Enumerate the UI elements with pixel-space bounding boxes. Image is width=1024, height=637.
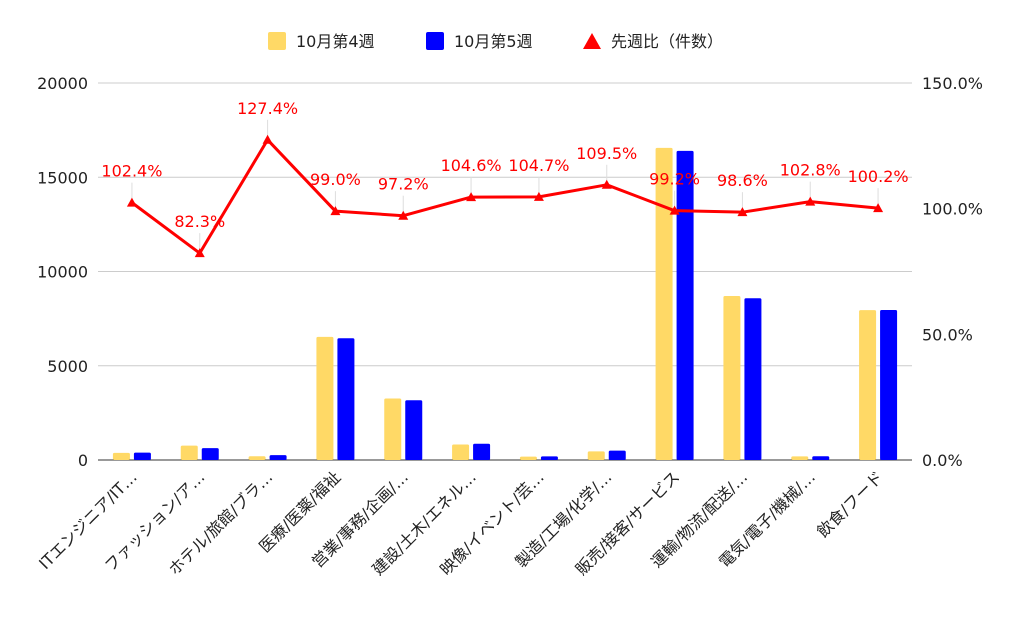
- bar-week5: [133, 452, 151, 460]
- bar-week5: [676, 150, 694, 461]
- ratio-data-label: 104.6%: [441, 156, 502, 175]
- legend-label: 10月第4週: [296, 32, 375, 51]
- y-right-tick-label: 100.0%: [922, 200, 983, 219]
- legend-swatch: [268, 32, 286, 50]
- ratio-point: [330, 206, 341, 216]
- ratio-point: [194, 248, 205, 258]
- ratio-data-label: 127.4%: [237, 99, 298, 118]
- legend-label: 先週比（件数）: [611, 32, 723, 51]
- ratio-point: [873, 203, 884, 213]
- ratio-data-label: 102.4%: [101, 162, 162, 181]
- bar-week4: [180, 445, 198, 460]
- y-left-tick-label: 0: [78, 451, 88, 470]
- bar-week5: [744, 298, 762, 460]
- bar-week4: [316, 336, 334, 460]
- bar-week5: [812, 456, 830, 460]
- y-left-tick-label: 20000: [37, 74, 88, 93]
- x-axis-labels: ITエンジニア/IT…ファッション/ア…ホテル/旅館/ブラ…医療/医薬/福祉営業…: [35, 467, 887, 579]
- bar-week4: [655, 147, 673, 460]
- y-left-tick-label: 15000: [37, 168, 88, 187]
- ratio-point: [466, 192, 477, 202]
- ratio-point: [262, 134, 273, 144]
- ratio-point: [126, 197, 137, 207]
- bar-week5: [473, 443, 491, 460]
- ratio-data-label: 102.8%: [780, 161, 841, 180]
- y-left-tick-label: 5000: [47, 357, 88, 376]
- y-left-tick-label: 10000: [37, 263, 88, 282]
- ratio-line-series: 102.4% 82.3% 127.4% 99.0% 97.2% 104.6% 104.7% 1…: [101, 99, 909, 258]
- ratio-data-label: 100.2%: [848, 167, 909, 186]
- ratio-data-label: 98.6%: [717, 171, 768, 190]
- y-axis-left: 0 5000 10000 15000 20000: [37, 74, 88, 470]
- ratio-data-label: 82.3%: [174, 212, 225, 231]
- ratio-point: [601, 179, 612, 189]
- legend-label: 10月第5週: [454, 32, 533, 51]
- legend-swatch: [583, 33, 601, 49]
- y-axis-right: 0.0% 50.0% 100.0% 150.0%: [922, 74, 983, 470]
- bar-week4: [519, 456, 537, 460]
- y-right-tick-label: 50.0%: [922, 325, 973, 344]
- ratio-point: [533, 191, 544, 201]
- bar-week5: [201, 448, 219, 460]
- legend: 10月第4週 10月第5週 先週比（件数）: [268, 32, 723, 51]
- bar-week4: [587, 451, 605, 460]
- bar-week5: [337, 338, 355, 460]
- bar-week5: [880, 309, 898, 460]
- bar-week4: [791, 456, 809, 460]
- x-tick-label: 飲食/フード: [813, 467, 887, 541]
- bar-week4: [384, 398, 402, 460]
- ratio-data-label: 104.7%: [508, 156, 569, 175]
- ratio-line: [131, 138, 879, 255]
- bar-week4: [112, 452, 130, 460]
- bar-week4: [859, 310, 877, 460]
- bar-week5: [540, 456, 558, 460]
- ratio-data-label: 99.2%: [649, 170, 700, 189]
- bar-week4: [248, 456, 266, 460]
- ratio-data-label: 99.0%: [310, 170, 361, 189]
- bar-week5: [269, 455, 287, 460]
- gridlines: [98, 82, 912, 461]
- bar-series: [112, 147, 898, 461]
- bar-week4: [452, 444, 470, 460]
- ratio-point: [805, 196, 816, 206]
- y-right-tick-label: 150.0%: [922, 74, 983, 93]
- bar-week4: [723, 296, 741, 460]
- bar-week5: [608, 450, 626, 460]
- ratio-point: [398, 210, 409, 220]
- ratio-data-label: 97.2%: [378, 175, 429, 194]
- ratio-data-label: 109.5%: [576, 144, 637, 163]
- legend-swatch: [426, 32, 444, 50]
- y-right-tick-label: 0.0%: [922, 451, 963, 470]
- ratio-point: [669, 205, 680, 215]
- ratio-point: [737, 207, 748, 217]
- bar-week5: [405, 400, 423, 460]
